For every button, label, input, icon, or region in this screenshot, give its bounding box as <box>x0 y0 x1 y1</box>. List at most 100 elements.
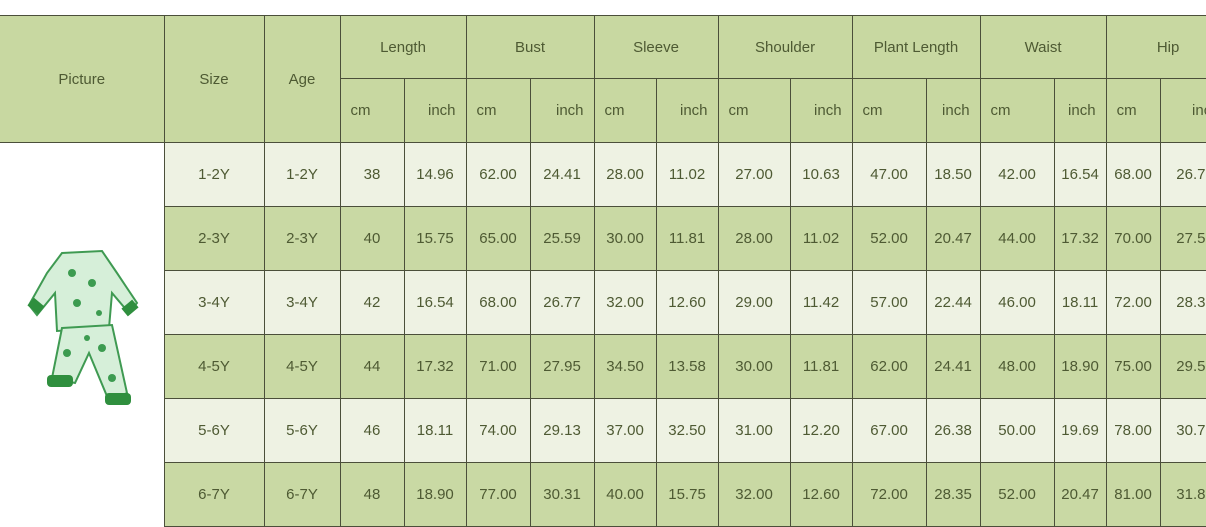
value-cell-sleeve-inch: 13.58 <box>655 334 719 399</box>
value-cell-sleeve-inch: 11.02 <box>655 142 719 207</box>
value-cell-plant-length-inch: 24.41 <box>925 334 981 399</box>
header-unit-inch: inch <box>925 78 981 143</box>
value-cell-plant-length-cm: 52.00 <box>851 206 927 271</box>
header-unit-cm: cm <box>1105 78 1161 143</box>
value-cell-sleeve-inch: 15.75 <box>655 462 719 527</box>
value-cell-sleeve-cm: 34.50 <box>593 334 657 399</box>
value-cell-waist-cm: 48.00 <box>979 334 1055 399</box>
value-cell-shoulder-cm: 27.00 <box>717 142 791 207</box>
value-cell-length-cm: 46 <box>339 398 405 463</box>
value-cell-plant-length-cm: 72.00 <box>851 462 927 527</box>
value-cell-hip-inch: 26.77 <box>1159 142 1206 207</box>
header-waist: Waist <box>979 15 1107 79</box>
value-cell-sleeve-cm: 32.00 <box>593 270 657 335</box>
table-row: 1-2Y 1-2Y 38 14.96 62.00 24.41 28.00 11.02 27.00… <box>0 142 1206 527</box>
value-cell-waist-inch: 20.47 <box>1053 462 1107 527</box>
value-cell-length-cm: 44 <box>339 334 405 399</box>
header-unit-cm: cm <box>717 78 791 143</box>
value-cell-bust-cm: 62.00 <box>465 142 531 207</box>
value-cell-length-cm: 40 <box>339 206 405 271</box>
value-cell-shoulder-cm: 28.00 <box>717 206 791 271</box>
age-cell: 3-4Y <box>263 270 341 335</box>
value-cell-hip-inch: 30.71 <box>1159 398 1206 463</box>
value-cell-plant-length-inch: 26.38 <box>925 398 981 463</box>
value-cell-hip-cm: 81.00 <box>1105 462 1161 527</box>
header-shoulder: Shoulder <box>717 15 853 79</box>
value-cell-plant-length-inch: 22.44 <box>925 270 981 335</box>
value-cell-shoulder-inch: 11.81 <box>789 334 853 399</box>
value-cell-bust-cm: 77.00 <box>465 462 531 527</box>
table-row: 5-6Y 5-6Y 46 18.11 74.00 29.13 37.00 32.50 31.00… <box>0 398 1206 463</box>
value-cell-waist-cm: 50.00 <box>979 398 1055 463</box>
value-cell-hip-cm: 70.00 <box>1105 206 1161 271</box>
value-cell-waist-inch: 16.54 <box>1053 142 1107 207</box>
value-cell-plant-length-inch: 20.47 <box>925 206 981 271</box>
size-cell: 4-5Y <box>163 334 265 399</box>
value-cell-sleeve-cm: 40.00 <box>593 462 657 527</box>
value-cell-sleeve-inch: 32.50 <box>655 398 719 463</box>
value-cell-bust-inch: 30.31 <box>529 462 595 527</box>
header-hip: Hip <box>1105 15 1206 79</box>
value-cell-bust-cm: 65.00 <box>465 206 531 271</box>
value-cell-length-inch: 17.32 <box>403 334 467 399</box>
header-plant-length: Plant Length <box>851 15 981 79</box>
header-unit-inch: inch <box>529 78 595 143</box>
age-cell: 2-3Y <box>263 206 341 271</box>
value-cell-hip-inch: 31.89 <box>1159 462 1206 527</box>
age-cell: 5-6Y <box>263 398 341 463</box>
value-cell-hip-cm: 78.00 <box>1105 398 1161 463</box>
header-bust: Bust <box>465 15 595 79</box>
header-unit-cm: cm <box>465 78 531 143</box>
value-cell-sleeve-inch: 11.81 <box>655 206 719 271</box>
value-cell-bust-inch: 25.59 <box>529 206 595 271</box>
value-cell-shoulder-inch: 10.63 <box>789 142 853 207</box>
table-row: 2-3Y 2-3Y 40 15.75 65.00 25.59 30.00 11.81 28.00… <box>0 206 1206 271</box>
header-unit-inch: inch <box>1053 78 1107 143</box>
value-cell-sleeve-cm: 30.00 <box>593 206 657 271</box>
size-chart-table: Picture Size Age Length Bust Sleeve Shoulde… <box>0 15 1206 527</box>
value-cell-plant-length-inch: 18.50 <box>925 142 981 207</box>
age-cell: 6-7Y <box>263 462 341 527</box>
pajama-image-icon <box>27 249 139 405</box>
value-cell-length-inch: 18.11 <box>403 398 467 463</box>
value-cell-plant-length-inch: 28.35 <box>925 462 981 527</box>
value-cell-hip-cm: 68.00 <box>1105 142 1161 207</box>
age-cell: 1-2Y <box>263 142 341 207</box>
value-cell-shoulder-inch: 11.42 <box>789 270 853 335</box>
header-size: Size <box>163 15 265 143</box>
header-unit-inch: inch <box>403 78 467 143</box>
value-cell-length-cm: 42 <box>339 270 405 335</box>
value-cell-shoulder-cm: 30.00 <box>717 334 791 399</box>
table-row: 6-7Y 6-7Y 48 18.90 77.00 30.31 40.00 15.75 32.00… <box>0 462 1206 527</box>
value-cell-length-inch: 16.54 <box>403 270 467 335</box>
value-cell-plant-length-cm: 62.00 <box>851 334 927 399</box>
value-cell-bust-inch: 29.13 <box>529 398 595 463</box>
value-cell-plant-length-cm: 67.00 <box>851 398 927 463</box>
value-cell-hip-inch: 29.53 <box>1159 334 1206 399</box>
value-cell-shoulder-cm: 32.00 <box>717 462 791 527</box>
value-cell-shoulder-inch: 12.60 <box>789 462 853 527</box>
product-picture <box>0 142 165 527</box>
value-cell-waist-cm: 46.00 <box>979 270 1055 335</box>
header-unit-inch: inch <box>655 78 719 143</box>
value-cell-waist-inch: 19.69 <box>1053 398 1107 463</box>
value-cell-sleeve-cm: 28.00 <box>593 142 657 207</box>
value-cell-shoulder-cm: 29.00 <box>717 270 791 335</box>
age-cell: 4-5Y <box>263 334 341 399</box>
value-cell-waist-inch: 18.90 <box>1053 334 1107 399</box>
value-cell-bust-cm: 68.00 <box>465 270 531 335</box>
value-cell-hip-cm: 75.00 <box>1105 334 1161 399</box>
value-cell-hip-inch: 27.56 <box>1159 206 1206 271</box>
value-cell-sleeve-cm: 37.00 <box>593 398 657 463</box>
header-unit-cm: cm <box>979 78 1055 143</box>
header-age: Age <box>263 15 341 143</box>
value-cell-length-inch: 15.75 <box>403 206 467 271</box>
value-cell-waist-cm: 42.00 <box>979 142 1055 207</box>
size-cell: 1-2Y <box>163 142 265 207</box>
header-sleeve: Sleeve <box>593 15 719 79</box>
value-cell-hip-cm: 72.00 <box>1105 270 1161 335</box>
value-cell-hip-inch: 28.35 <box>1159 270 1206 335</box>
size-cell: 2-3Y <box>163 206 265 271</box>
value-cell-bust-inch: 26.77 <box>529 270 595 335</box>
value-cell-length-cm: 48 <box>339 462 405 527</box>
